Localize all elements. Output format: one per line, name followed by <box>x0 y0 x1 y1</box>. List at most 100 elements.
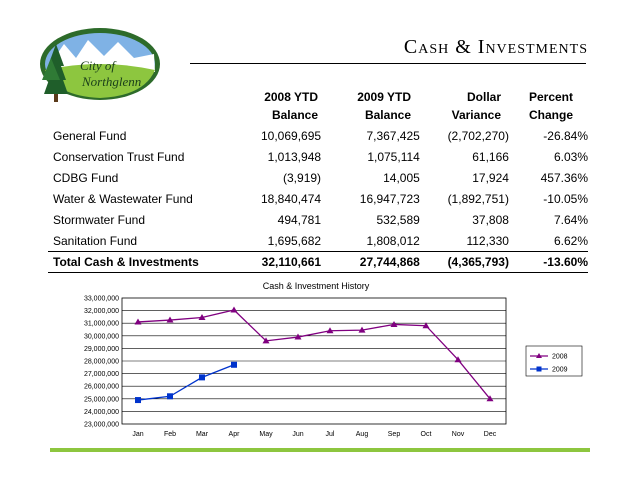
table-row: Sanitation Fund 1,695,682 1,808,012 112,… <box>48 230 588 252</box>
header-percent-change: Percent Change <box>518 88 573 124</box>
y-tick-label: 29,000,000 <box>84 346 119 353</box>
header-change-line1: Percent <box>528 90 573 104</box>
city-logo: City of Northglenn <box>40 28 160 102</box>
data-point-2008 <box>198 314 206 321</box>
x-tick-label: Apr <box>229 431 241 438</box>
table-row: Water & Wastewater Fund 18,840,474 16,94… <box>48 188 588 209</box>
dollar-variance: 112,330 <box>466 233 509 248</box>
data-point-2008 <box>230 306 238 313</box>
x-tick-label: Jun <box>292 431 303 438</box>
ytd-2009: 1,808,012 <box>366 233 420 248</box>
ytd-2009: 532,589 <box>376 212 420 227</box>
legend-label-2008: 2008 <box>552 354 568 361</box>
data-point-2008 <box>262 337 270 344</box>
dollar-variance: 61,166 <box>472 149 509 164</box>
title-divider <box>190 63 586 64</box>
header-variance-line2: Variance <box>451 108 501 122</box>
x-tick-label: Dec <box>484 431 497 438</box>
table-row: General Fund 10,069,695 7,367,425 (2,702… <box>48 125 588 146</box>
percent-change: -10.05% <box>543 191 588 206</box>
percent-change: 6.03% <box>553 149 588 164</box>
total-label: Total Cash & Investments <box>48 251 242 273</box>
percent-change: 6.62% <box>553 233 588 248</box>
header-2008-line1: 2008 YTD <box>264 90 318 104</box>
data-point-2008 <box>422 322 430 329</box>
header-2008-ytd: 2008 YTD Balance <box>253 88 318 124</box>
y-tick-label: 27,000,000 <box>84 371 119 378</box>
ytd-2008: 1,695,682 <box>267 233 322 248</box>
x-tick-label: Feb <box>164 431 176 438</box>
ytd-2008: 494,781 <box>277 212 322 227</box>
series-line-2008 <box>137 309 491 400</box>
chart-title: Cash & Investment History <box>263 281 370 291</box>
y-tick-label: 28,000,000 <box>84 359 119 366</box>
total-percent-change: -13.60% <box>508 251 588 273</box>
legend-label-2009: 2009 <box>552 367 568 374</box>
ytd-2008: (3,919) <box>283 170 322 185</box>
series-line-2009 <box>137 364 235 401</box>
data-point-2008 <box>294 333 302 340</box>
x-tick-label: Nov <box>452 431 465 438</box>
header-variance-line1: Dollar <box>466 90 501 104</box>
total-ytd-2008: 32,110,661 <box>241 251 322 273</box>
fund-name: Conservation Trust Fund <box>53 149 185 164</box>
table-row: Stormwater Fund 494,781 532,589 37,808 7… <box>48 209 588 230</box>
data-point-2009 <box>231 361 237 368</box>
total-row: Total Cash & Investments 32,110,661 27,7… <box>48 251 588 273</box>
header-2008-line2: Balance <box>271 108 318 122</box>
y-tick-label: 33,000,000 <box>84 296 119 303</box>
legend-box <box>525 345 583 377</box>
header-2009-line2: Balance <box>364 108 411 122</box>
table-row: Conservation Trust Fund 1,013,948 1,075,… <box>48 146 588 167</box>
cash-history-chart: Cash & Investment History 23,000,000 24,0… <box>84 281 583 438</box>
chart-legend: 2008 2009 <box>525 345 583 377</box>
footer-bar <box>50 448 590 452</box>
x-tick-label: Mar <box>196 431 209 438</box>
data-point-2008 <box>326 327 334 334</box>
dollar-variance: (1,892,751) <box>447 191 509 206</box>
dollar-variance: (2,702,270) <box>447 128 509 143</box>
ytd-2008: 18,840,474 <box>260 191 322 206</box>
x-tick-label: Sep <box>388 431 401 438</box>
x-tick-label: Aug <box>356 431 369 438</box>
fund-table: General Fund 10,069,695 7,367,425 (2,702… <box>48 125 588 273</box>
ytd-2009: 7,367,425 <box>366 128 420 143</box>
header-change-line2: Change <box>528 108 573 122</box>
total-ytd-2009: 27,744,868 <box>321 251 420 273</box>
x-tick-label: Oct <box>421 431 432 438</box>
table-row: CDBG Fund (3,919) 14,005 17,924 457.36% <box>48 167 588 188</box>
header-dollar-variance: Dollar Variance <box>443 88 501 124</box>
x-tick-label: Jan <box>132 431 143 438</box>
legend-marker-2008 <box>536 353 542 358</box>
logo-text-city: City of <box>80 58 117 73</box>
data-point-2009 <box>167 393 173 400</box>
ytd-2009: 16,947,723 <box>359 191 420 206</box>
dollar-variance: 37,808 <box>472 212 509 227</box>
data-point-2008 <box>166 316 174 323</box>
percent-change: 7.64% <box>553 212 588 227</box>
y-tick-label: 25,000,000 <box>84 396 119 403</box>
header-2009-ytd: 2009 YTD Balance <box>348 88 411 124</box>
chart-series <box>134 306 494 404</box>
fund-name: Stormwater Fund <box>53 212 146 227</box>
data-point-2008 <box>390 320 398 327</box>
dollar-variance: 17,924 <box>472 170 509 185</box>
fund-name: CDBG Fund <box>53 170 119 185</box>
percent-change: 457.36% <box>540 170 588 185</box>
ytd-2009: 14,005 <box>383 170 420 185</box>
fund-name: Water & Wastewater Fund <box>53 191 193 206</box>
y-tick-label: 26,000,000 <box>84 384 119 391</box>
data-point-2008 <box>134 318 142 325</box>
legend-marker-2009 <box>536 366 542 372</box>
data-point-2009 <box>199 374 205 381</box>
ytd-2008: 1,013,948 <box>267 149 322 164</box>
x-tick-label: May <box>259 431 273 438</box>
y-tick-label: 31,000,000 <box>84 321 119 328</box>
y-axis-ticks: 23,000,000 24,000,000 25,000,000 26,000,000… <box>84 296 119 429</box>
y-tick-label: 32,000,000 <box>84 308 119 315</box>
data-point-2009 <box>135 397 141 404</box>
total-dollar-variance: (4,365,793) <box>419 251 509 273</box>
x-tick-label: Jul <box>326 431 335 438</box>
y-tick-label: 23,000,000 <box>84 422 119 429</box>
slide-title: Cash & Investments <box>403 36 588 58</box>
